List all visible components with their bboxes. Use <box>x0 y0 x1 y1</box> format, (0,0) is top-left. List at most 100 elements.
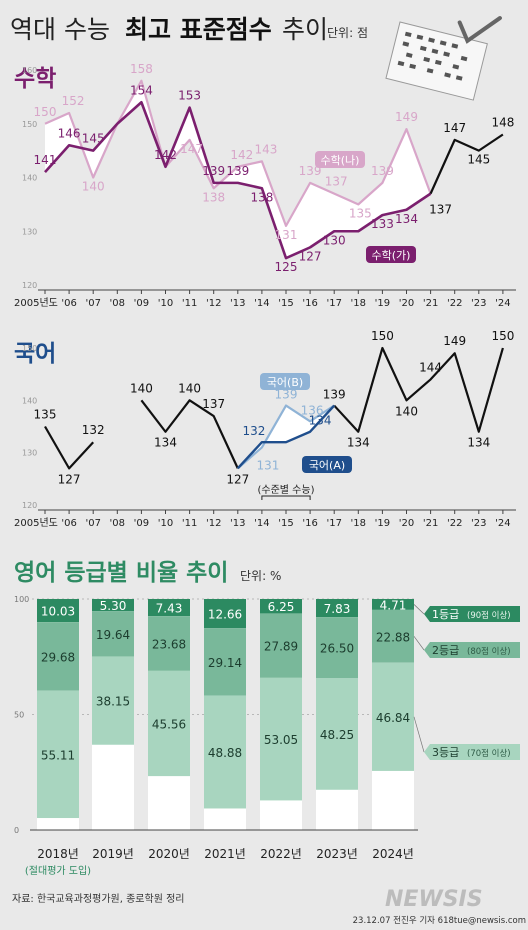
korean-value-label: 137 <box>202 397 225 411</box>
bar-segment-grade1 <box>372 599 414 610</box>
korean-b-line <box>237 404 335 470</box>
korean-a-value-label: 134 <box>309 414 332 428</box>
x-tick-label: '10 <box>158 518 173 529</box>
x-category-label: 2023년 <box>316 847 358 861</box>
x-tick-label: '10 <box>158 298 173 309</box>
x-tick-label: '22 <box>447 518 462 529</box>
title-unit: 단위: 점 <box>327 26 368 40</box>
math-na-value-label: 137 <box>325 175 348 189</box>
bar-value-label: 48.88 <box>208 746 242 760</box>
english-unit: 단위: % <box>240 569 281 583</box>
x-category-label: 2021년 <box>204 847 246 861</box>
x-category-label: 2019년 <box>92 847 134 861</box>
x-tick-label: '12 <box>206 518 221 529</box>
bar-segment-grade3 <box>148 670 190 777</box>
x-tick-label: '13 <box>230 518 245 529</box>
korean-value-label: 134 <box>154 436 177 450</box>
korean-a-line <box>236 404 336 470</box>
x-tick-label: '15 <box>278 518 293 529</box>
math-chart: 160 150 140 130 120 2005년도 '06 '07 '08 '09 '10 '11 '… <box>14 62 516 309</box>
x-tick-label: '22 <box>447 298 462 309</box>
legend-grade-note: (70점 이상) <box>467 748 511 759</box>
bar-value-label: 12.66 <box>208 608 242 622</box>
absolute-grading-note: (절대평가 도입) <box>25 864 91 877</box>
math-combined-value-label: 145 <box>467 153 490 167</box>
korean-a-legend-tag <box>302 456 352 473</box>
math-combined-line <box>429 133 504 195</box>
bar-value-label: 7.43 <box>156 602 183 616</box>
bar-value-label: 6.25 <box>268 600 295 614</box>
x-tick-label: '23 <box>471 518 486 529</box>
math-na-value-label: 131 <box>275 228 298 242</box>
math-ga-value-label: 141 <box>34 153 57 167</box>
legend-tag <box>424 642 520 658</box>
x-tick-label: '16 <box>302 298 317 309</box>
korean-value-label: 134 <box>347 436 370 450</box>
math-na-value-label: 139 <box>371 164 394 178</box>
math-ga-legend-text: 수학(가) <box>372 249 411 262</box>
title-bold: 최고 표준점수 <box>125 15 272 44</box>
korean-value-label: 134 <box>467 436 490 450</box>
math-na-value-label: 142 <box>230 148 253 162</box>
title-part3: 추이 <box>282 15 328 44</box>
bar-value-label: 48.25 <box>320 728 354 742</box>
y-tick-label: 140 <box>22 396 37 405</box>
korean-b-value-label: 131 <box>256 458 279 472</box>
bar-value-label: 5.30 <box>100 599 127 613</box>
bar-value-label: 22.88 <box>376 630 410 644</box>
korean-b-value-label: 136 <box>301 403 324 417</box>
bar-value-label: 38.15 <box>96 695 130 709</box>
math-ga-value-label: 125 <box>275 260 298 274</box>
bar-value-label: 4.71 <box>380 598 407 612</box>
math-ga-value-label: 139 <box>202 164 225 178</box>
bar-segment-grade3 <box>92 656 134 745</box>
bar-value-label: 10.03 <box>41 605 75 619</box>
math-na-value-label: 138 <box>202 190 225 204</box>
x-tick-label: '18 <box>351 518 366 529</box>
bar-segment-grade2 <box>148 616 190 671</box>
math-ga-value-label: 134 <box>395 212 418 226</box>
y-tick-label: 50 <box>14 711 24 720</box>
korean-main-line <box>44 346 504 470</box>
korean-value-label: 127 <box>58 472 81 486</box>
math-ga-value-label: 153 <box>178 89 201 103</box>
bar-segment-grade2 <box>372 609 414 663</box>
credit-text: 23.12.07 전진우 기자 618tue@newsis.com <box>353 915 526 926</box>
math-ga-value-label: 127 <box>299 249 322 263</box>
y-tick-label: 100 <box>14 595 29 604</box>
x-tick-label: '19 <box>375 518 390 529</box>
math-na-value-label: 139 <box>299 164 322 178</box>
math-gap-area <box>45 80 431 259</box>
math-ga-value-label: 133 <box>371 217 394 231</box>
bar-segment-grade3 <box>204 695 246 809</box>
x-tick-label: '08 <box>110 298 125 309</box>
legend-tag <box>424 744 520 760</box>
title-part1: 역대 수능 <box>10 15 110 44</box>
x-tick-label: '19 <box>375 298 390 309</box>
english-chart: 100 50 0 10.03 29.68 55.11 2018년 5.30 19.64 38.15… <box>14 595 520 877</box>
level-bracket <box>261 495 311 500</box>
math-na-value-label: 150 <box>34 105 57 119</box>
bar-segment-grade2 <box>92 611 134 657</box>
y-tick-label: 0 <box>14 826 19 835</box>
y-tick-label: 120 <box>22 281 37 290</box>
bar-segment-grade3 <box>316 678 358 790</box>
bar-segment-grade3 <box>37 690 79 819</box>
legend-tag <box>424 606 520 622</box>
math-ga-value-label: 138 <box>250 190 273 204</box>
bar-segment-grade2 <box>316 617 358 679</box>
y-tick-label: 160 <box>22 66 37 75</box>
korean-b-value-label: 139 <box>275 388 298 402</box>
x-tick-label: '17 <box>326 518 341 529</box>
x-tick-label: 2005년도 <box>14 297 58 309</box>
answer-sheet-icon <box>385 16 502 101</box>
y-tick-label: 130 <box>22 449 37 458</box>
math-na-value-label: 140 <box>82 180 105 194</box>
y-tick-label: 120 <box>22 501 37 510</box>
x-tick-label: '21 <box>423 518 438 529</box>
legend-grade-label: 2등급 <box>432 644 459 657</box>
x-tick-label: '21 <box>423 298 438 309</box>
x-tick-label: '20 <box>399 298 414 309</box>
math-ga-legend-tag <box>366 246 416 263</box>
